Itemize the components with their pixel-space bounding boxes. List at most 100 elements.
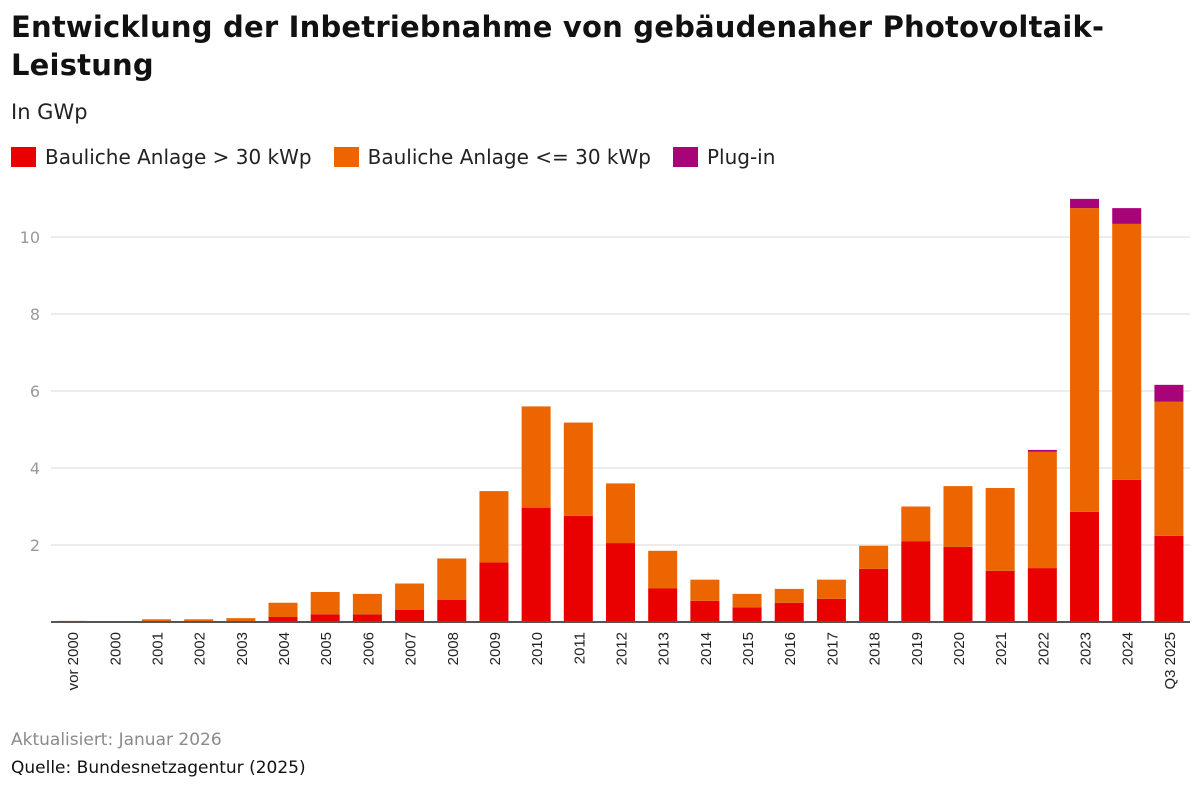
x-tick-label: 2022 bbox=[1035, 632, 1052, 665]
bar-segment-large-2005 bbox=[310, 614, 340, 622]
bar-segment-large-2017 bbox=[816, 598, 846, 622]
bar-segment-small-2015 bbox=[732, 593, 762, 608]
bar-segment-large-2009 bbox=[479, 562, 509, 622]
x-tick-label: 2016 bbox=[782, 632, 799, 665]
bar-segment-small-2007 bbox=[395, 583, 425, 610]
bar-segment-small-2023 bbox=[1070, 208, 1100, 512]
bar-segment-large-2007 bbox=[395, 609, 425, 622]
bar-segment-small-2009 bbox=[479, 491, 509, 563]
x-tick-label: 2000 bbox=[107, 632, 124, 665]
bar-segment-large-2019 bbox=[901, 541, 931, 622]
x-tick-label: 2015 bbox=[740, 632, 757, 665]
x-tick-label: vor 2000 bbox=[65, 632, 82, 690]
bar-segment-large-2022 bbox=[1027, 568, 1057, 622]
x-tick-label: 2024 bbox=[1120, 632, 1137, 665]
x-tick-label: 2013 bbox=[656, 632, 673, 665]
x-tick-label: 2018 bbox=[867, 632, 884, 665]
x-tick-label: 2021 bbox=[993, 632, 1010, 665]
bar-segment-small-2014 bbox=[690, 579, 720, 601]
bar-segment-large-2013 bbox=[648, 588, 678, 622]
y-tick-label: 10 bbox=[20, 228, 40, 247]
bar-segment-plugin-Q3-2025 bbox=[1154, 384, 1184, 402]
bar-segment-large-2011 bbox=[563, 515, 593, 622]
x-tick-label: 2019 bbox=[909, 632, 926, 665]
x-tick-label: 2007 bbox=[403, 632, 420, 665]
legend-label-large: Bauliche Anlage > 30 kWp bbox=[45, 145, 312, 169]
bar-segment-small-2011 bbox=[563, 422, 593, 516]
x-tick-label: Q3 2025 bbox=[1162, 632, 1179, 690]
x-tick-label: 2008 bbox=[445, 632, 462, 665]
bar-segment-small-2024 bbox=[1112, 223, 1142, 480]
source-note: Quelle: Bundesnetzagentur (2025) bbox=[11, 758, 306, 778]
bar-segment-small-2010 bbox=[521, 406, 551, 508]
x-tick-label: 2014 bbox=[698, 632, 715, 665]
bar-segment-large-Q3-2025 bbox=[1154, 535, 1184, 622]
bar-segment-small-2021 bbox=[985, 488, 1015, 571]
bar-segment-small-2002 bbox=[184, 619, 214, 622]
x-tick-label: 2010 bbox=[529, 632, 546, 665]
x-tick-label: 2023 bbox=[1078, 632, 1095, 665]
legend-item-large: Bauliche Anlage > 30 kWp bbox=[11, 145, 312, 169]
y-tick-label: 2 bbox=[30, 536, 40, 555]
x-axis-labels: vor 2000 2000 2001 2002 2003 2004 2005 2006 2007… bbox=[65, 632, 1179, 690]
bar-segment-small-2003 bbox=[226, 618, 256, 622]
bar-segment-small-2017 bbox=[816, 579, 846, 599]
bar-segment-small-2004 bbox=[268, 602, 298, 617]
chart-title: Entwicklung der Inbetriebnahme von gebäu… bbox=[11, 10, 1105, 82]
bar-segment-small-2012 bbox=[606, 483, 635, 544]
x-tick-label: 2017 bbox=[824, 632, 841, 665]
bar-segment-large-2016 bbox=[774, 602, 804, 622]
chart-subtitle: In GWp bbox=[11, 100, 88, 124]
x-tick-label: 2011 bbox=[571, 632, 588, 664]
legend-swatch-large bbox=[11, 147, 36, 167]
x-tick-label: 2004 bbox=[276, 632, 293, 665]
y-axis-labels: 2 4 6 8 10 bbox=[20, 228, 40, 555]
y-tick-label: 4 bbox=[30, 459, 40, 478]
x-tick-label: 2001 bbox=[149, 632, 166, 665]
bar-segment-small-2013 bbox=[648, 550, 678, 589]
bar-segment-large-2015 bbox=[732, 607, 762, 622]
legend-item-small: Bauliche Anlage <= 30 kWp bbox=[333, 145, 651, 169]
legend-label-small: Bauliche Anlage <= 30 kWp bbox=[367, 145, 651, 169]
y-tick-label: 8 bbox=[30, 305, 40, 324]
x-tick-label: 2005 bbox=[318, 632, 335, 665]
bar-segment-plugin-2023 bbox=[1070, 198, 1100, 209]
legend-item-plugin: Plug-in bbox=[672, 145, 776, 169]
bar-segment-plugin-2022 bbox=[1027, 449, 1057, 452]
bar-segment-small-2001 bbox=[141, 619, 171, 622]
bar-segment-small-2020 bbox=[943, 486, 973, 547]
bar-segment-large-2004 bbox=[268, 616, 298, 622]
gridlines bbox=[51, 236, 1190, 546]
x-tick-label: 2003 bbox=[234, 632, 251, 665]
bar-segment-large-2021 bbox=[985, 570, 1015, 622]
bar-segment-small-2022 bbox=[1027, 451, 1057, 569]
bar-segment-small-2019 bbox=[901, 506, 931, 542]
bar-segment-plugin-2024 bbox=[1112, 208, 1142, 224]
x-tick-label: 2012 bbox=[614, 632, 631, 665]
bar-segment-small-2016 bbox=[774, 588, 804, 603]
bar-segment-large-2006 bbox=[352, 614, 382, 622]
x-tick-label: 2020 bbox=[951, 632, 968, 665]
bar-segment-small-2005 bbox=[310, 591, 340, 615]
bar-segment-small-2018 bbox=[859, 545, 889, 569]
bar-segment-small-2008 bbox=[437, 558, 467, 600]
bar-segment-small-Q3-2025 bbox=[1154, 401, 1184, 536]
legend-swatch-small bbox=[333, 147, 359, 167]
bar-segment-large-2023 bbox=[1070, 511, 1100, 622]
bar-segment-large-2020 bbox=[943, 546, 973, 622]
x-tick-label: 2002 bbox=[192, 632, 209, 665]
legend: Bauliche Anlage > 30 kWp Bauliche Anlage… bbox=[11, 145, 797, 169]
bars bbox=[57, 198, 1184, 623]
bar-segment-large-2010 bbox=[521, 507, 551, 622]
bar-segment-small-2006 bbox=[352, 593, 382, 615]
updated-note: Aktualisiert: Januar 2026 bbox=[11, 730, 222, 750]
bar-segment-large-2024 bbox=[1112, 479, 1142, 622]
legend-label-plugin: Plug-in bbox=[706, 145, 776, 169]
legend-swatch-plugin bbox=[672, 147, 698, 167]
bar-segment-large-2014 bbox=[690, 600, 720, 622]
y-tick-label: 6 bbox=[30, 382, 40, 401]
x-tick-label: 2006 bbox=[360, 632, 377, 665]
bar-segment-large-2012 bbox=[606, 543, 635, 622]
x-tick-label: 2009 bbox=[487, 632, 504, 665]
